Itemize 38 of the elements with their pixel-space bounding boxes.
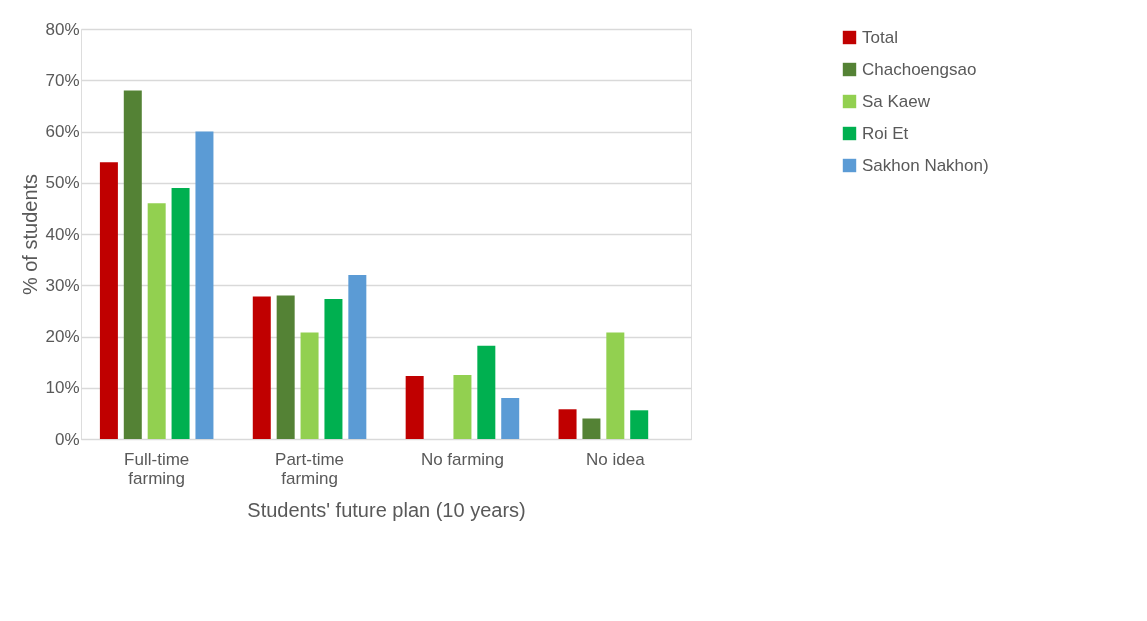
bar [171,187,190,439]
bar [300,332,319,439]
bar [630,410,649,439]
bar [99,162,118,439]
bar [324,299,343,439]
y-tick-label: 70% [45,70,80,90]
bar [147,203,166,439]
bar [453,374,472,439]
bar [606,332,625,439]
bar [405,375,424,439]
y-axis-title: % of students [19,173,42,296]
y-tick-label: 40% [45,224,80,244]
x-tick-label: Part-time farming [275,449,345,488]
x-tick-label: Full-time farming [124,449,190,488]
legend-label: Sa Kaew [862,91,931,111]
bar [252,296,271,439]
bar [195,131,214,439]
x-tick-label: No farming [420,449,505,469]
bar [501,398,520,439]
y-tick-label: 80% [45,19,80,39]
y-tick-label: 30% [45,275,80,295]
legend-label: Roi Et [862,123,909,143]
legend-label: Total [862,27,898,47]
bar [348,275,367,439]
legend-label: Chachoengsao [862,59,977,79]
y-tick-label: 60% [45,122,80,141]
x-tick-label: No idea [586,449,646,469]
bar [558,409,577,439]
bar [123,90,142,439]
y-tick-label: 20% [45,327,80,346]
y-tick-label: 0% [54,429,80,449]
bar [276,295,295,439]
y-tick-label: 10% [45,378,80,398]
bar [582,418,601,439]
x-axis-title: Students' future plan (10 years) [247,498,526,521]
legend-label: Sakhon Nakhon) [862,155,989,175]
y-tick-label: 50% [45,173,80,193]
bar [477,345,496,439]
